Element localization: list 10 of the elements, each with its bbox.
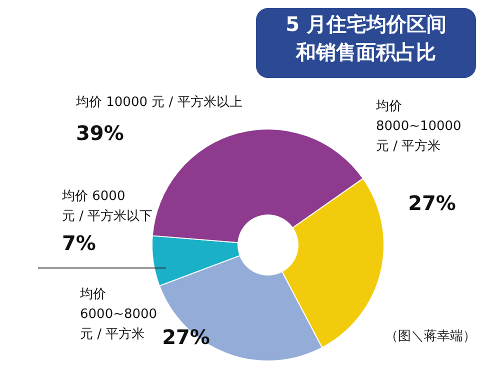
data-label: 27%	[408, 191, 456, 215]
slice-label: 均价 6000~8000 元 / 平方米	[79, 287, 158, 342]
data-label: 27%	[162, 325, 210, 349]
slice-label: 均价 6000 元 / 平方米以下	[61, 189, 153, 224]
text: （图＼蒋幸端）	[385, 329, 476, 344]
data-label: 39%	[76, 121, 124, 145]
data-label: 7%	[62, 231, 96, 255]
slice-label: 均价 10000 元 / 平方米以上	[75, 94, 242, 110]
slice-label: 均价 8000~10000 元 / 平方米	[375, 99, 462, 154]
chart-title: 5 月住宅均价区间和销售面积占比	[286, 12, 446, 64]
